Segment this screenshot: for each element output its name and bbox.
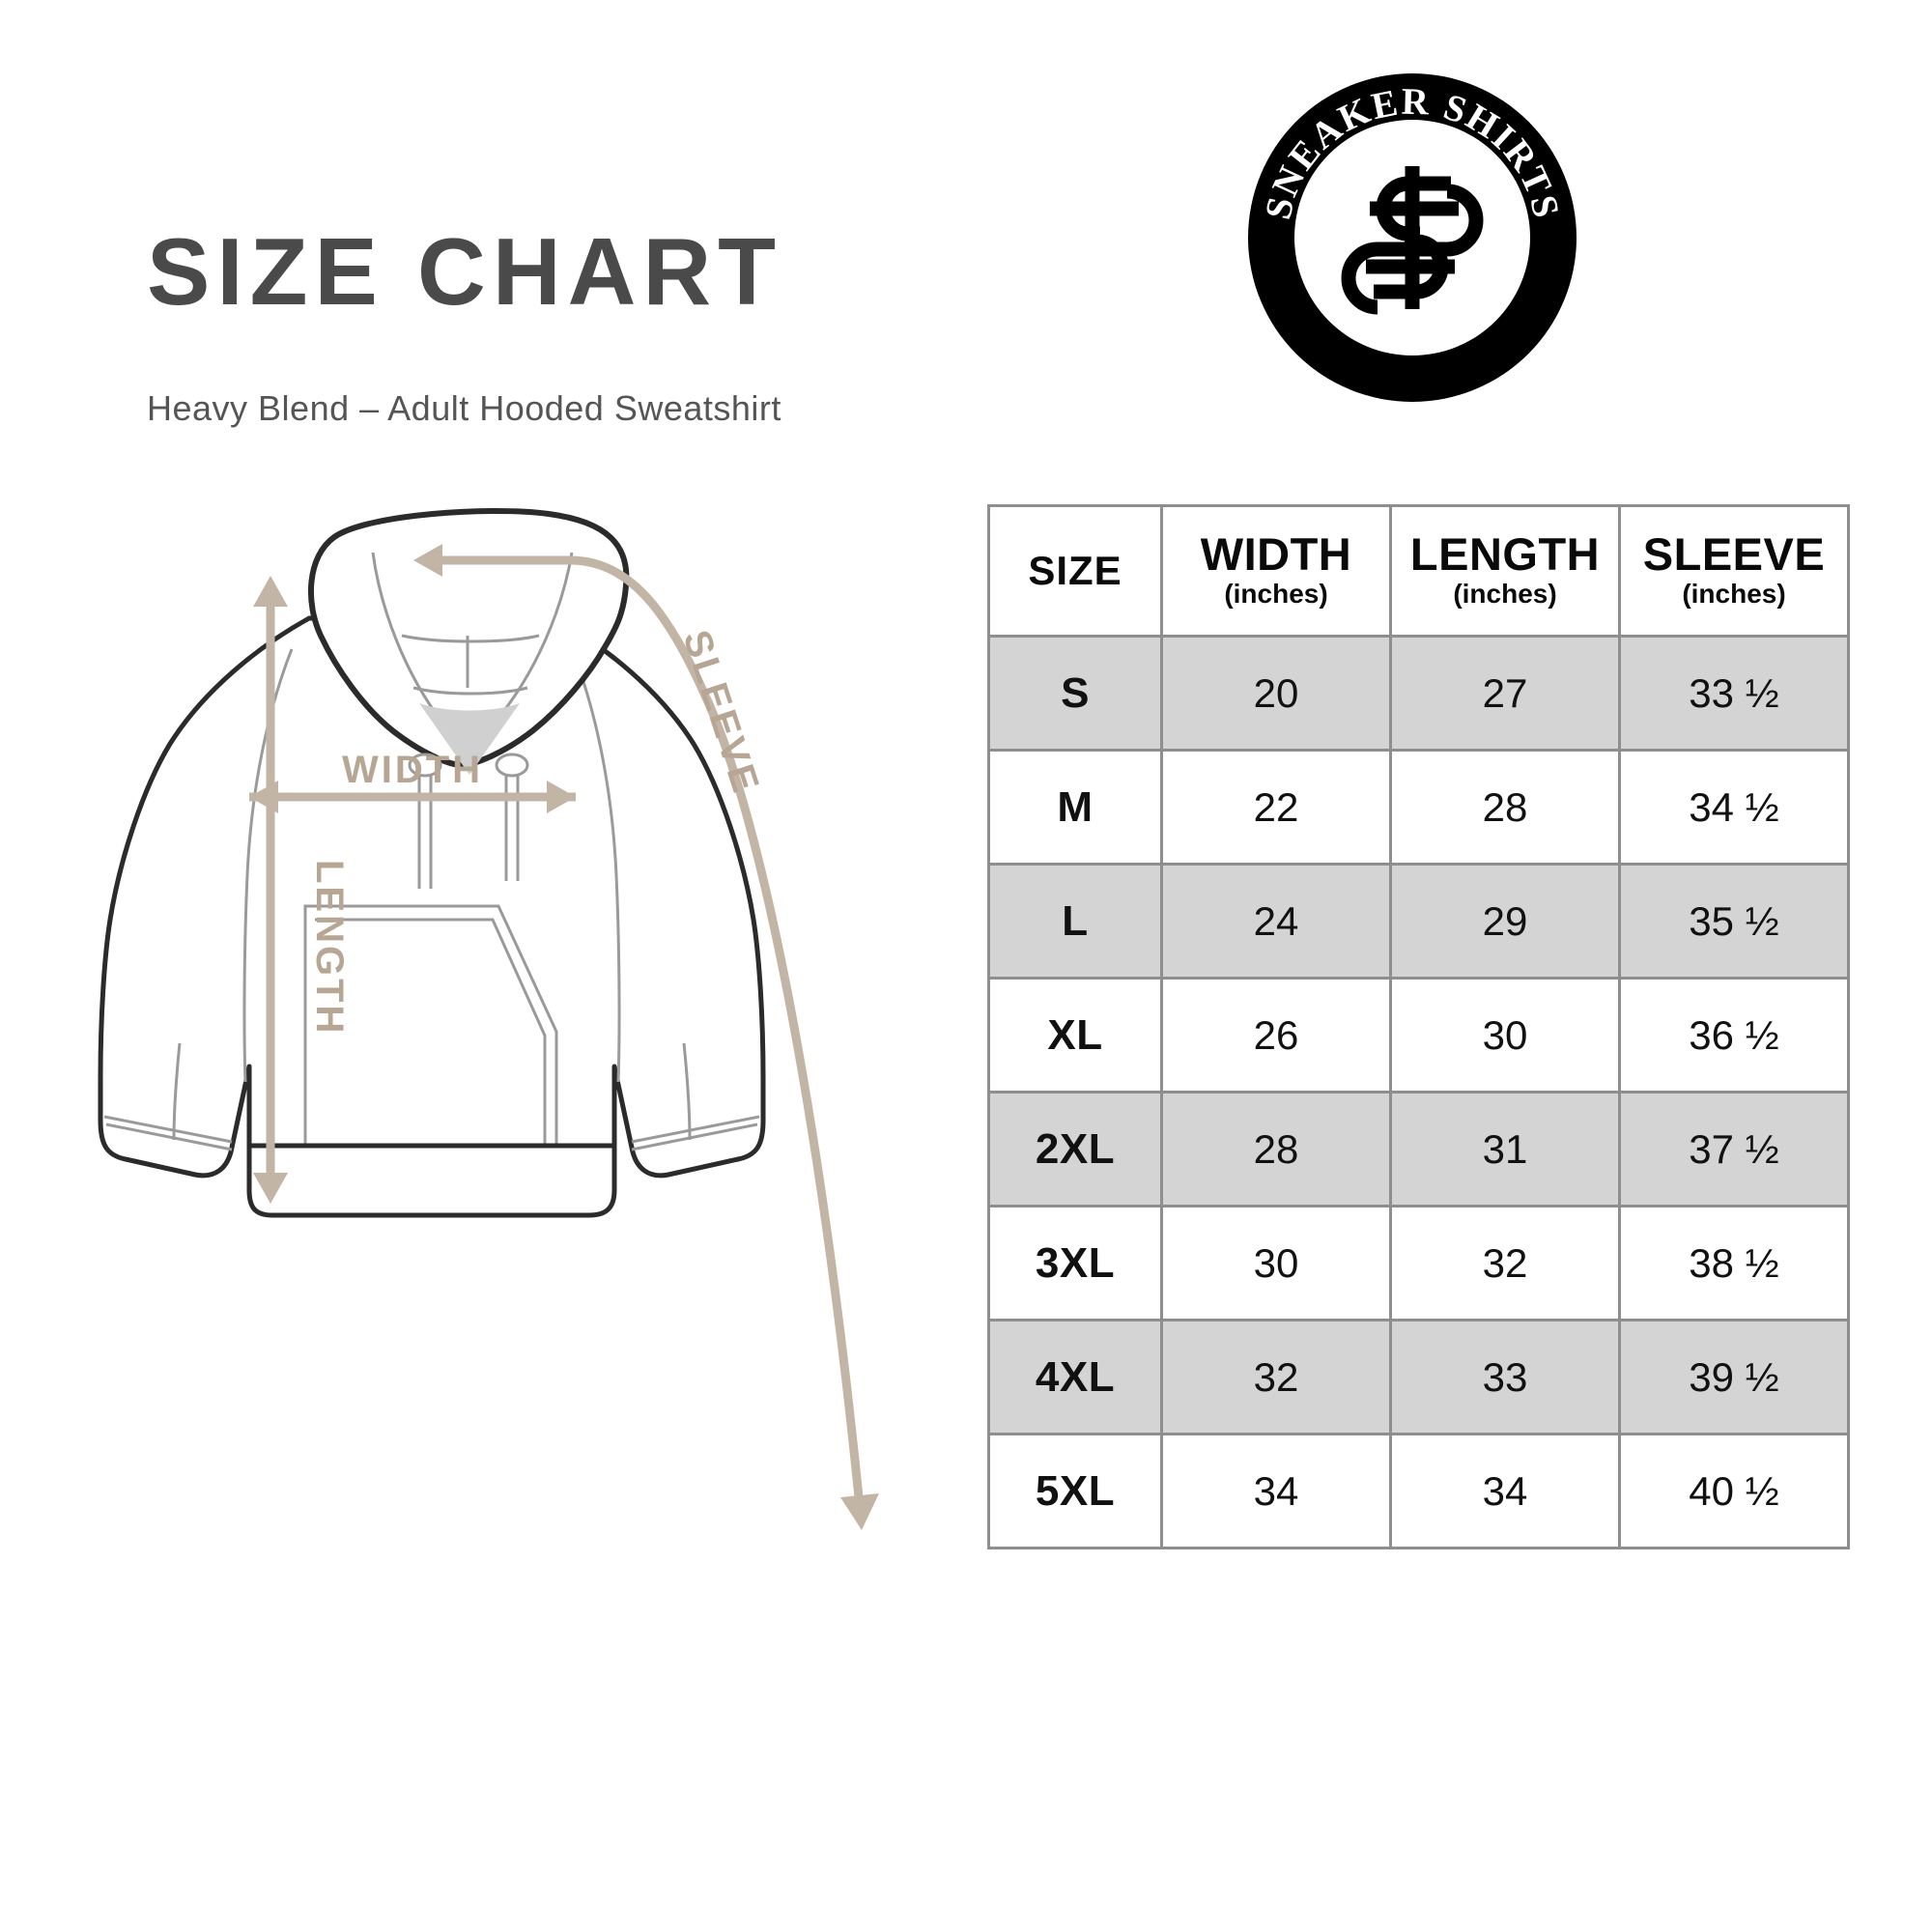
logo-badge-icon: SNEAKER SHIRTS OUTLET.COM [1248, 73, 1577, 402]
hood-inner-panel [419, 703, 520, 775]
cell-size: XL [987, 977, 1163, 1094]
cell-width: 28 [1160, 1091, 1392, 1208]
cell-size: S [987, 635, 1163, 752]
cell-sleeve: 36 ½ [1618, 977, 1850, 1094]
brand-logo: SNEAKER SHIRTS OUTLET.COM [1244, 70, 1580, 406]
cell-width: 20 [1160, 635, 1392, 752]
column-header-sleeve: SLEEVE (inches) [1618, 504, 1850, 638]
hoodie-hood-seams [371, 552, 574, 724]
cell-size: M [987, 749, 1163, 866]
hoodie-pocket [303, 904, 558, 1148]
table-row: S 20 27 33 ½ [987, 635, 1850, 752]
table-row: 3XL 30 32 38 ½ [987, 1205, 1850, 1321]
column-header-size-label: SIZE [1028, 548, 1122, 593]
table-row: 4XL 32 33 39 ½ [987, 1319, 1850, 1435]
cell-length: 33 [1389, 1319, 1621, 1435]
cell-sleeve: 35 ½ [1618, 863, 1850, 980]
cell-sleeve: 37 ½ [1618, 1091, 1850, 1208]
cell-length: 32 [1389, 1205, 1621, 1321]
column-header-width: WIDTH (inches) [1160, 504, 1392, 638]
cell-length: 28 [1389, 749, 1621, 866]
cell-width: 34 [1160, 1433, 1392, 1549]
cell-size: 3XL [987, 1205, 1163, 1321]
cell-width: 24 [1160, 863, 1392, 980]
column-header-sleeve-label: SLEEVE [1642, 527, 1826, 580]
cell-width: 22 [1160, 749, 1392, 866]
cell-size: 4XL [987, 1319, 1163, 1435]
size-table-container: SIZE WIDTH (inches) LENGTH (inches) SLEE… [987, 504, 1850, 1549]
column-header-sleeve-units: (inches) [1682, 579, 1786, 610]
cell-sleeve: 40 ½ [1618, 1433, 1850, 1549]
cell-length: 34 [1389, 1433, 1621, 1549]
page-subtitle: Heavy Blend – Adult Hooded Sweatshirt [147, 388, 781, 428]
table-row: 5XL 34 34 40 ½ [987, 1433, 1850, 1549]
page-title: SIZE CHART [147, 218, 782, 325]
cell-length: 30 [1389, 977, 1621, 1094]
cell-size: L [987, 863, 1163, 980]
width-label: WIDTH [342, 749, 483, 791]
cell-width: 30 [1160, 1205, 1392, 1321]
cell-sleeve: 39 ½ [1618, 1319, 1850, 1435]
table-header-row: SIZE WIDTH (inches) LENGTH (inches) SLEE… [987, 504, 1850, 638]
column-header-length-units: (inches) [1453, 579, 1557, 610]
cell-width: 26 [1160, 977, 1392, 1094]
size-table: SIZE WIDTH (inches) LENGTH (inches) SLEE… [987, 504, 1850, 1549]
size-table-body: S 20 27 33 ½ M 22 28 34 ½ L 24 29 35 ½ XL 26 30 36 ½ 2XL… [987, 635, 1850, 1549]
column-header-size: SIZE [987, 504, 1163, 638]
cell-sleeve: 38 ½ [1618, 1205, 1850, 1321]
table-row: 2XL 28 31 37 ½ [987, 1091, 1850, 1208]
size-table-head: SIZE WIDTH (inches) LENGTH (inches) SLEE… [987, 504, 1850, 638]
cell-sleeve: 34 ½ [1618, 749, 1850, 866]
hoodie-illustration: WIDTH LENGTH SLEEVE [98, 508, 879, 1530]
column-header-length-label: LENGTH [1409, 527, 1601, 580]
column-header-width-units: (inches) [1224, 579, 1328, 610]
title-block: SIZE CHART Heavy Blend – Adult Hooded Sw… [147, 224, 920, 429]
table-row: M 22 28 34 ½ [987, 749, 1850, 866]
length-arrow [253, 576, 288, 1204]
cell-length: 29 [1389, 863, 1621, 980]
cell-size: 2XL [987, 1091, 1163, 1208]
column-header-length: LENGTH (inches) [1389, 504, 1621, 638]
column-header-width-label: WIDTH [1200, 527, 1352, 580]
length-label: LENGTH [308, 860, 351, 1036]
hoodie-cuffs [103, 1115, 760, 1144]
cell-length: 31 [1389, 1091, 1621, 1208]
cell-size: 5XL [987, 1433, 1163, 1549]
table-row: L 24 29 35 ½ [987, 863, 1850, 980]
measurement-arrows [249, 544, 879, 1530]
sleeve-arrow [413, 544, 879, 1530]
table-row: XL 26 30 36 ½ [987, 977, 1850, 1094]
hoodie-diagram: WIDTH LENGTH SLEEVE [87, 502, 985, 1575]
cell-length: 27 [1389, 635, 1621, 752]
logo-monogram-icon [1341, 166, 1484, 315]
cell-sleeve: 33 ½ [1618, 635, 1850, 752]
cell-width: 32 [1160, 1319, 1392, 1435]
